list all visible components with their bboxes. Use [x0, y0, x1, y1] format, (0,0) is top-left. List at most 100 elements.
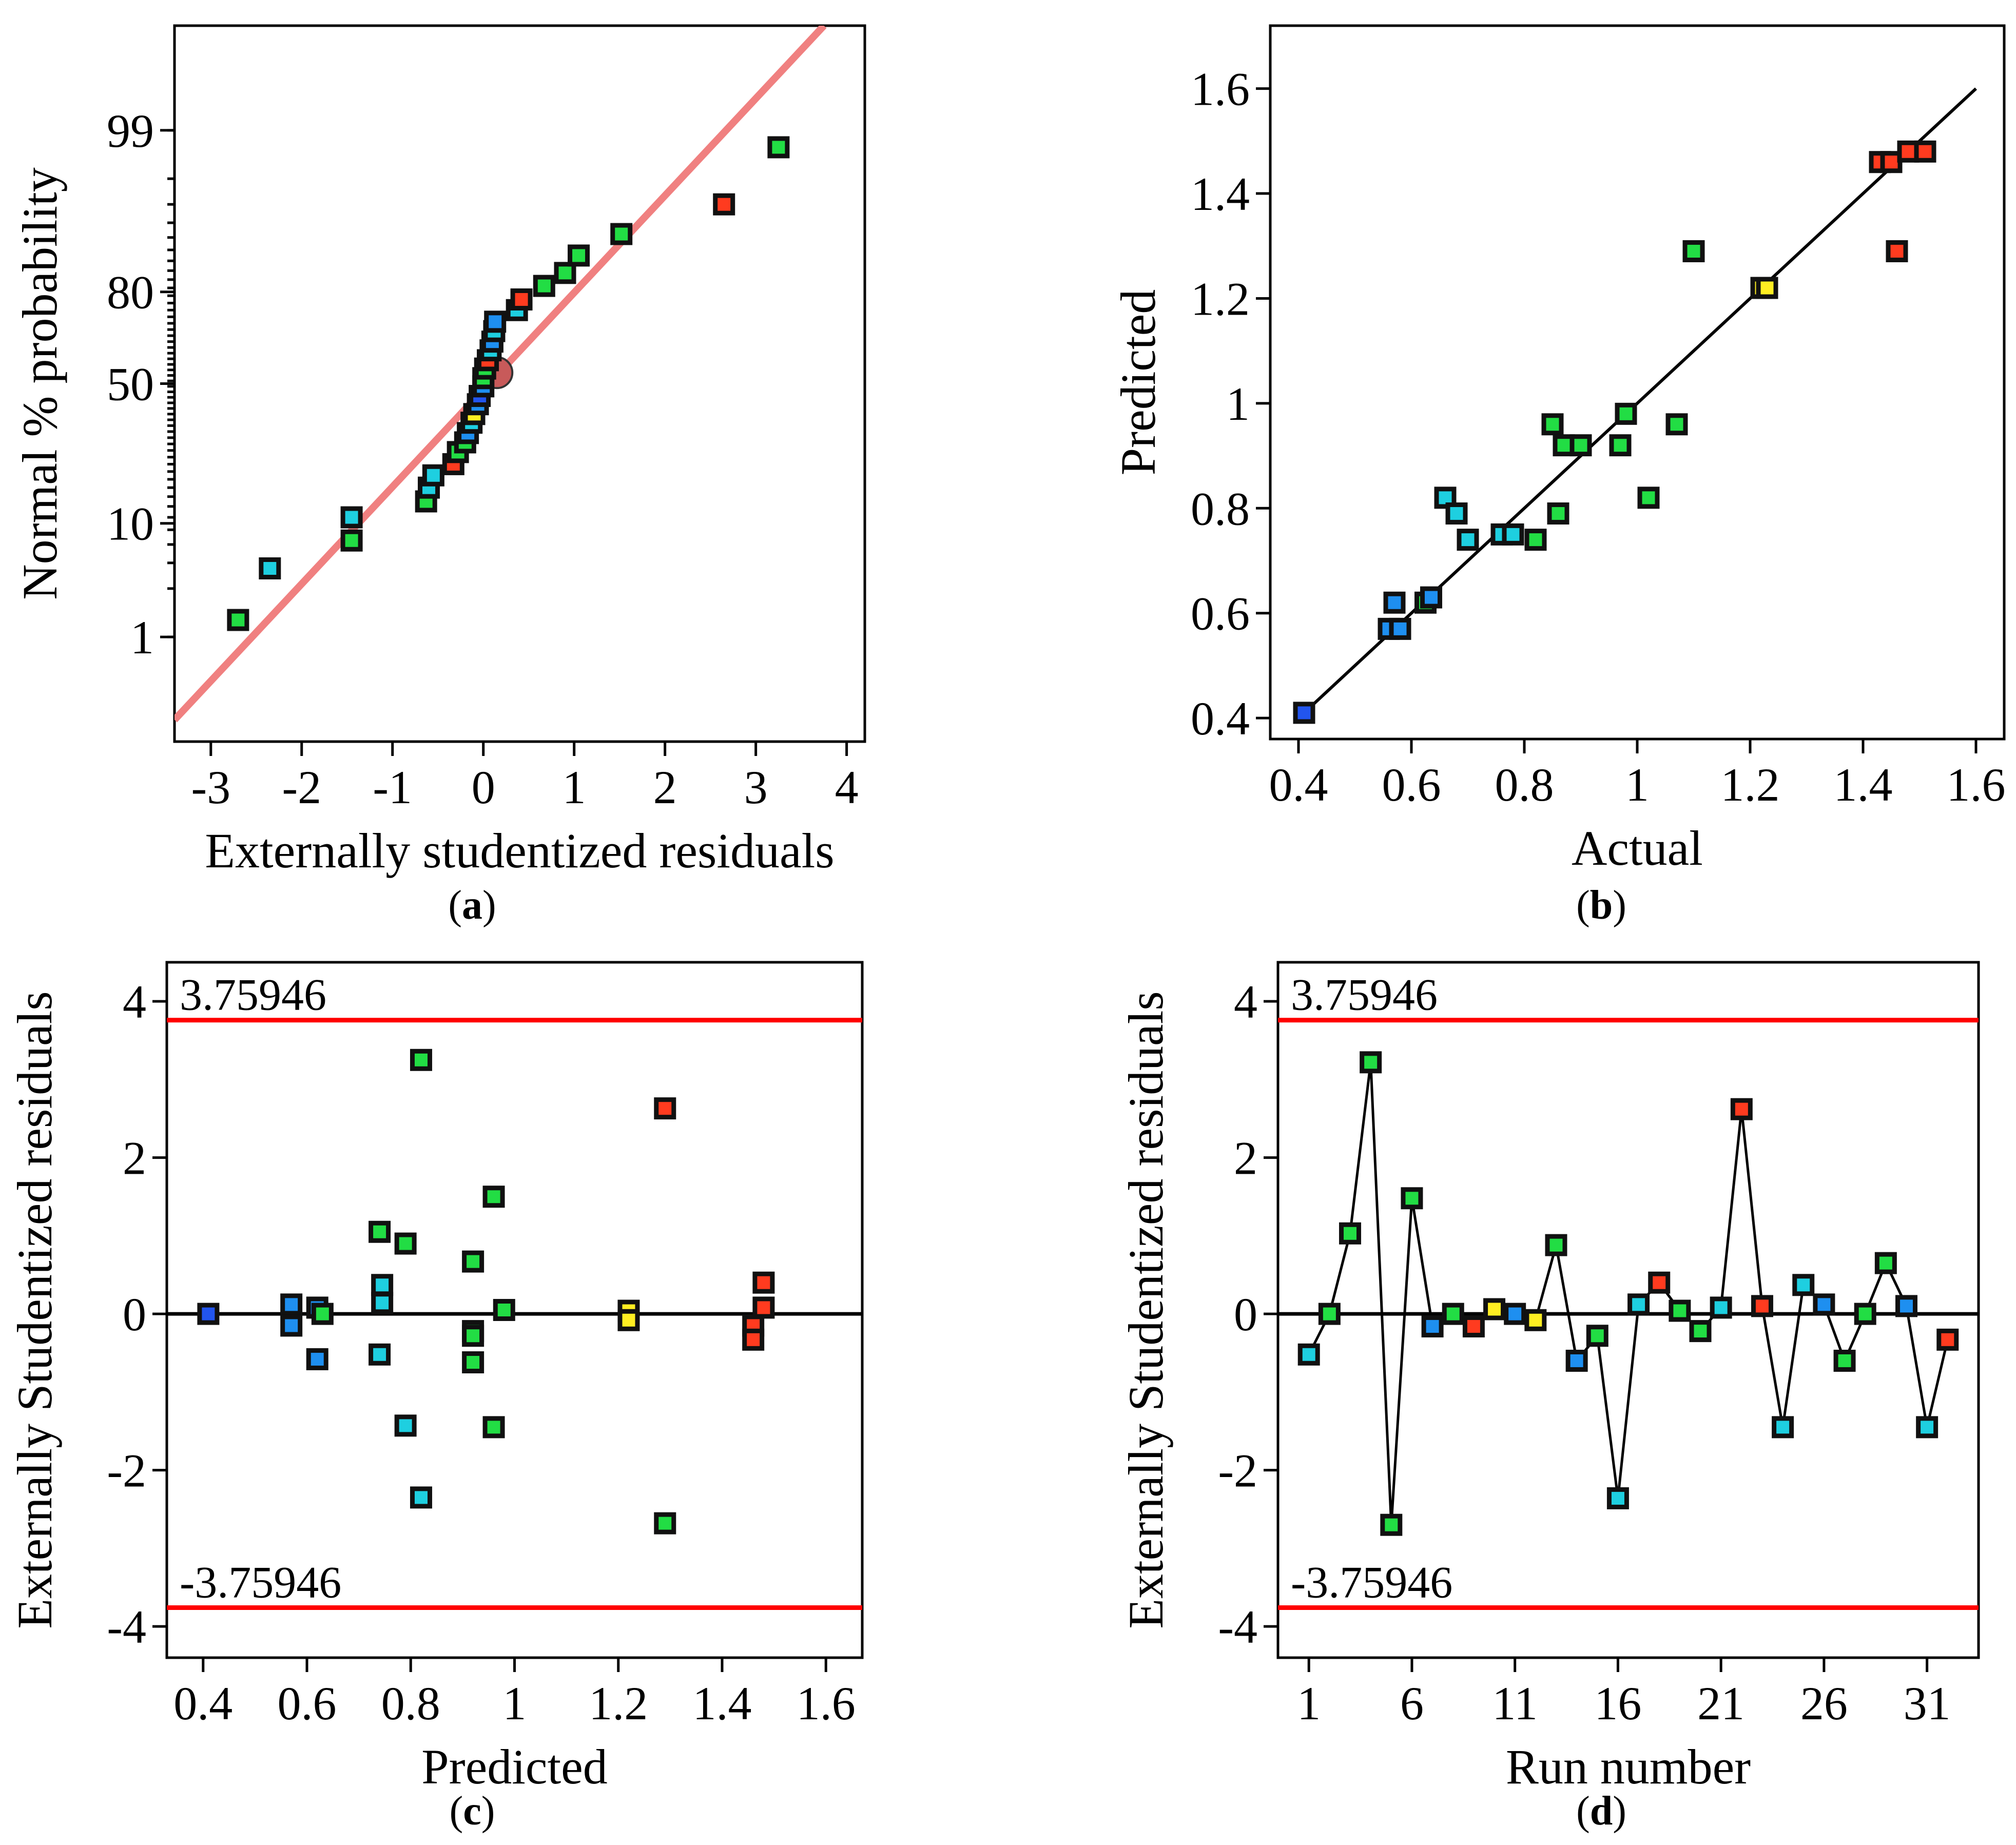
- data-point: [752, 1296, 775, 1319]
- x-tick-label: 0.4: [1269, 759, 1328, 811]
- data-point: [713, 193, 735, 216]
- x-tick-label: 31: [1904, 1677, 1951, 1730]
- data-point: [654, 1097, 676, 1120]
- plot-area: [175, 26, 827, 723]
- y-tick-label: 10: [107, 498, 154, 550]
- data-point: [394, 1232, 417, 1255]
- upper-limit-label: 3.75946: [1291, 970, 1438, 1020]
- data-point: [462, 1250, 484, 1273]
- data-point: [462, 1325, 484, 1347]
- lower-limit-label: -3.75946: [1291, 1558, 1452, 1607]
- x-tick-label: 0: [472, 761, 495, 813]
- data-point: [1565, 1349, 1588, 1372]
- y-tick-label: 1.4: [1191, 168, 1250, 220]
- data-point: [1318, 1303, 1341, 1325]
- panel-caption: (a): [448, 883, 496, 928]
- data-point: [1483, 1298, 1506, 1320]
- data-point: [1401, 1187, 1423, 1210]
- y-tick-label: 0.4: [1191, 692, 1250, 745]
- x-tick-label: 6: [1400, 1677, 1424, 1730]
- y-tick-label: 2: [1234, 1132, 1257, 1184]
- data-point: [369, 1343, 391, 1366]
- plot-area: [167, 1018, 862, 1610]
- data-point: [462, 1351, 484, 1374]
- plot-area: [1278, 1018, 1979, 1610]
- data-point: [752, 1271, 775, 1294]
- y-tick-label: 1.2: [1191, 273, 1250, 325]
- data-point: [1895, 1295, 1917, 1317]
- x-tick-label: 1: [1297, 1677, 1321, 1730]
- y-tick-label: 99: [107, 105, 154, 157]
- data-point: [371, 1292, 394, 1314]
- data-point: [1874, 1252, 1897, 1274]
- caption-letter: a: [462, 883, 482, 928]
- y-axis-label: Externally Studentized residuals: [1118, 991, 1173, 1628]
- data-point: [1380, 1513, 1403, 1536]
- y-axis-label: Externally Studentized residuals: [7, 991, 62, 1628]
- y-tick-label: 0.8: [1191, 482, 1250, 535]
- data-point: [1615, 402, 1637, 425]
- data-point: [259, 557, 281, 580]
- data-point: [1524, 1309, 1547, 1331]
- data-point: [1547, 502, 1569, 525]
- data-point: [1854, 1303, 1876, 1325]
- plot-frame: [173, 24, 866, 743]
- x-tick-label: 1.2: [589, 1677, 648, 1730]
- x-tick-label: 0.6: [1382, 759, 1441, 811]
- data-point: [1833, 1349, 1856, 1372]
- data-point: [1627, 1293, 1650, 1316]
- data-point: [410, 1486, 432, 1509]
- x-tick-label: 0.6: [278, 1677, 337, 1730]
- data-point: [371, 1274, 394, 1296]
- lower-limit-label: -3.75946: [180, 1558, 341, 1607]
- x-tick-label: 1: [563, 761, 586, 813]
- data-point: [1541, 413, 1564, 436]
- x-tick-label: 11: [1492, 1677, 1538, 1730]
- x-axis-label: Run number: [1506, 1739, 1751, 1794]
- data-point: [493, 1299, 515, 1321]
- data-point: [568, 244, 590, 267]
- x-tick-label: 4: [835, 761, 859, 813]
- y-axis-label: Predicted: [1111, 289, 1166, 476]
- chart-panel-c: 0.4 0.6 0.8 1 1.2 1.4 1.6 -4 -2 0 2 4 Predicted Exter…: [7, 961, 864, 1834]
- data-point: [1383, 591, 1406, 614]
- x-tick-label: 0.8: [1495, 759, 1554, 811]
- data-point: [1421, 1315, 1444, 1337]
- caption-letter: c: [463, 1789, 481, 1834]
- data-point: [1730, 1098, 1753, 1120]
- data-point: [227, 609, 249, 631]
- data-point: [1751, 1295, 1773, 1317]
- data-point: [742, 1328, 765, 1351]
- x-tick-label: 1.2: [1721, 759, 1780, 811]
- x-tick-label: 1.4: [692, 1677, 751, 1730]
- panel-caption: (d): [1576, 1789, 1626, 1834]
- data-point: [1457, 529, 1479, 551]
- data-point: [1897, 140, 1920, 163]
- x-tick-label: 1.6: [1947, 759, 2006, 811]
- data-point: [1586, 1325, 1608, 1347]
- y-tick-label: 80: [107, 266, 154, 319]
- data-point: [554, 262, 576, 284]
- data-point: [1504, 1303, 1526, 1325]
- data-point: [1669, 1299, 1691, 1322]
- x-tick-label: 16: [1594, 1677, 1641, 1730]
- data-point: [482, 1186, 505, 1208]
- y-tick-label: 0: [1234, 1288, 1257, 1341]
- x-tick-label: 0.8: [381, 1677, 440, 1730]
- data-point: [533, 275, 555, 297]
- data-point: [654, 1512, 676, 1535]
- data-point: [510, 288, 533, 310]
- data-point: [340, 506, 363, 529]
- data-point: [1462, 1315, 1485, 1337]
- data-point: [1772, 1416, 1794, 1439]
- data-point: [280, 1314, 303, 1337]
- x-axis-label: Actual: [1572, 821, 1703, 876]
- data-point: [617, 1309, 640, 1331]
- data-point: [197, 1303, 220, 1325]
- data-point: [280, 1293, 303, 1316]
- data-point: [1886, 240, 1908, 262]
- caption-letter: b: [1590, 883, 1613, 928]
- y-tick-label: 4: [123, 976, 146, 1028]
- data-point: [1813, 1293, 1835, 1316]
